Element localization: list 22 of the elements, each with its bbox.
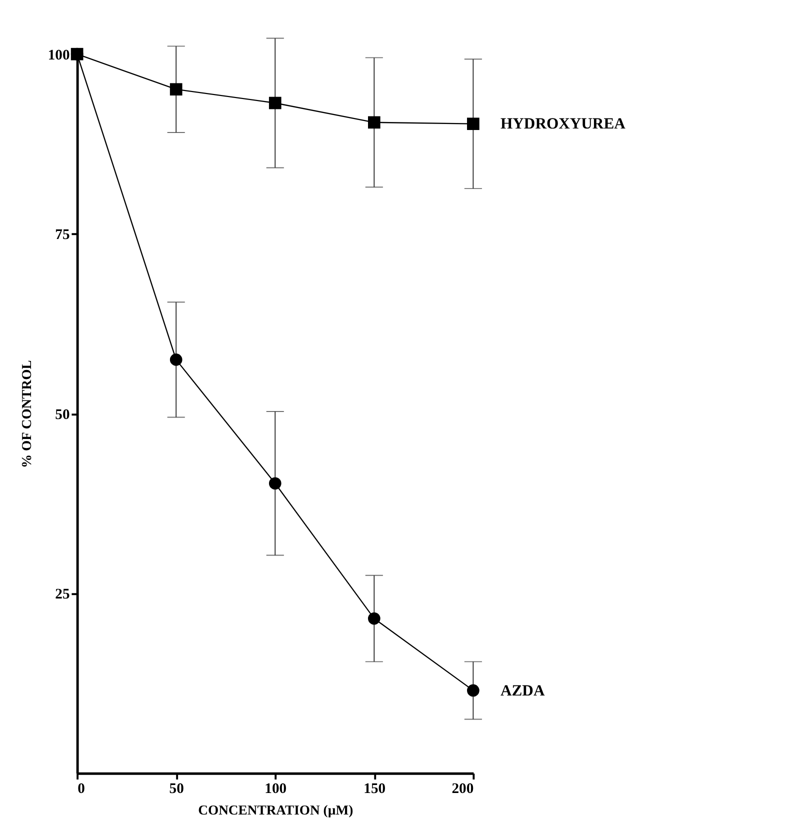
point — [368, 116, 380, 129]
y-tick-label: 100 — [48, 47, 70, 64]
y-axis-title: % OF CONTROL — [19, 360, 34, 468]
point — [70, 48, 84, 60]
point — [170, 83, 182, 96]
y-tick-label: 25 — [55, 586, 70, 603]
point — [467, 118, 480, 130]
y-tick-label: 50 — [55, 406, 70, 423]
x-tick-label: 200 — [452, 781, 474, 798]
point — [170, 354, 182, 366]
point — [268, 477, 282, 490]
y-tick-label: 75 — [55, 227, 70, 244]
x-tick-label: 150 — [364, 781, 386, 798]
x-tick-label: 50 — [169, 781, 184, 798]
point — [368, 612, 380, 625]
series-label: AZDA — [500, 682, 546, 700]
point — [467, 684, 480, 697]
point — [268, 96, 282, 110]
series-label: HYDROXYUREA — [500, 116, 626, 133]
x-axis-title: CONCENTRATION (µM) — [198, 802, 354, 818]
x-tick-label: 100 — [264, 781, 287, 798]
x-tick-label: 0 — [78, 781, 85, 798]
